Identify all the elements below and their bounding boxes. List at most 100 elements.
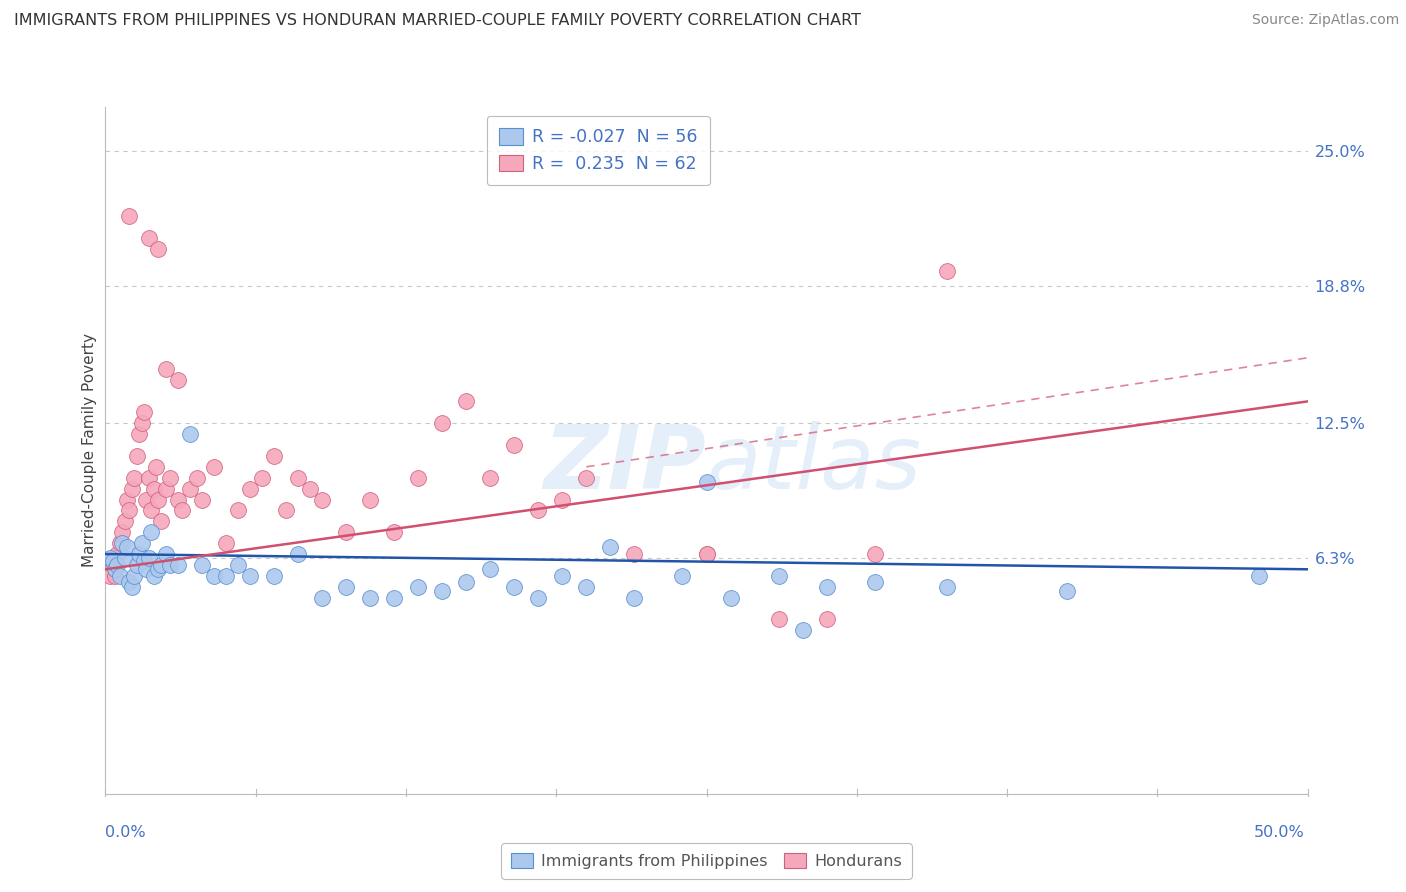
Point: [108, 569, 131, 583]
Point: [250, 471, 273, 485]
Point: [118, 575, 141, 590]
Point: [179, 482, 201, 496]
Point: [179, 427, 201, 442]
Point: [138, 471, 160, 485]
Point: [124, 471, 146, 485]
Point: [155, 482, 177, 496]
Point: [121, 482, 143, 496]
Point: [115, 492, 138, 507]
Point: [335, 580, 357, 594]
Point: [623, 591, 645, 605]
Point: [274, 503, 297, 517]
Point: [172, 503, 194, 517]
Point: [132, 553, 155, 567]
Point: [551, 492, 574, 507]
Point: [142, 569, 165, 583]
Point: [503, 580, 526, 594]
Point: [311, 492, 333, 507]
Point: [118, 209, 141, 223]
Point: [287, 547, 309, 561]
Point: [128, 427, 150, 442]
Point: [190, 558, 212, 572]
Point: [720, 591, 742, 605]
Point: [142, 482, 165, 496]
Point: [149, 558, 172, 572]
Point: [155, 361, 177, 376]
Point: [936, 580, 959, 594]
Point: [575, 580, 598, 594]
Point: [768, 569, 790, 583]
Point: [551, 569, 574, 583]
Point: [359, 591, 381, 605]
Point: [239, 569, 262, 583]
Point: [527, 591, 550, 605]
Point: [287, 471, 309, 485]
Point: [575, 471, 598, 485]
Y-axis label: Married-Couple Family Poverty: Married-Couple Family Poverty: [82, 334, 97, 567]
Point: [149, 514, 172, 528]
Legend: Immigrants from Philippines, Hondurans: Immigrants from Philippines, Hondurans: [502, 843, 911, 879]
Point: [263, 569, 285, 583]
Point: [202, 459, 225, 474]
Text: IMMIGRANTS FROM PHILIPPINES VS HONDURAN MARRIED-COUPLE FAMILY POVERTY CORRELATIO: IMMIGRANTS FROM PHILIPPINES VS HONDURAN …: [14, 13, 860, 29]
Point: [527, 503, 550, 517]
Point: [155, 547, 177, 561]
Point: [186, 471, 208, 485]
Point: [114, 551, 136, 566]
Point: [131, 416, 153, 430]
Text: Source: ZipAtlas.com: Source: ZipAtlas.com: [1251, 13, 1399, 28]
Point: [166, 492, 188, 507]
Point: [1249, 569, 1271, 583]
Point: [479, 471, 502, 485]
Point: [114, 514, 136, 528]
Point: [696, 547, 718, 561]
Text: 0.0%: 0.0%: [105, 825, 146, 840]
Point: [145, 459, 167, 474]
Point: [121, 580, 143, 594]
Point: [479, 562, 502, 576]
Point: [239, 482, 262, 496]
Point: [104, 562, 127, 576]
Point: [131, 536, 153, 550]
Point: [132, 405, 155, 419]
Point: [382, 525, 405, 540]
Point: [148, 562, 170, 576]
Point: [139, 525, 162, 540]
Point: [298, 482, 321, 496]
Point: [190, 492, 212, 507]
Text: 50.0%: 50.0%: [1254, 825, 1305, 840]
Point: [138, 551, 160, 566]
Point: [104, 569, 127, 583]
Point: [139, 503, 162, 517]
Point: [107, 547, 129, 561]
Point: [406, 471, 429, 485]
Point: [430, 584, 453, 599]
Point: [263, 449, 285, 463]
Point: [623, 547, 645, 561]
Point: [124, 569, 146, 583]
Point: [671, 569, 693, 583]
Point: [101, 558, 124, 572]
Point: [111, 536, 134, 550]
Point: [101, 553, 124, 567]
Point: [98, 569, 121, 583]
Point: [768, 612, 790, 626]
Point: [359, 492, 381, 507]
Point: [98, 551, 121, 566]
Point: [815, 580, 838, 594]
Point: [214, 536, 236, 550]
Point: [115, 541, 138, 555]
Point: [454, 394, 477, 409]
Point: [430, 416, 453, 430]
Point: [226, 503, 249, 517]
Point: [125, 558, 148, 572]
Point: [335, 525, 357, 540]
Point: [863, 575, 886, 590]
Point: [863, 547, 886, 561]
Point: [454, 575, 477, 590]
Point: [214, 569, 236, 583]
Point: [696, 475, 718, 489]
Point: [406, 580, 429, 594]
Point: [382, 591, 405, 605]
Point: [108, 536, 131, 550]
